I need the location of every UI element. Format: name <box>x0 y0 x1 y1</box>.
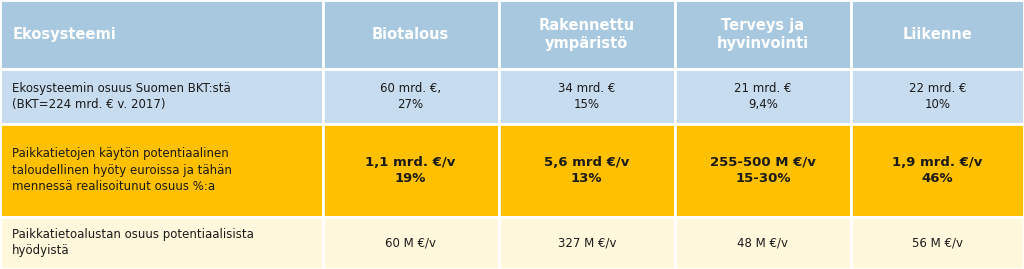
Text: 21 mrd. €
9,4%: 21 mrd. € 9,4% <box>734 82 792 111</box>
FancyBboxPatch shape <box>0 217 323 269</box>
Text: 255-500 M €/v
15-30%: 255-500 M €/v 15-30% <box>710 156 816 185</box>
Text: Biotalous: Biotalous <box>372 27 450 42</box>
Text: 48 M €/v: 48 M €/v <box>737 236 788 249</box>
FancyBboxPatch shape <box>0 0 323 69</box>
FancyBboxPatch shape <box>675 217 851 269</box>
FancyBboxPatch shape <box>323 217 499 269</box>
FancyBboxPatch shape <box>851 217 1024 269</box>
FancyBboxPatch shape <box>0 69 323 124</box>
Text: 34 mrd. €
15%: 34 mrd. € 15% <box>558 82 615 111</box>
Text: Liikenne: Liikenne <box>902 27 973 42</box>
FancyBboxPatch shape <box>0 124 323 217</box>
Text: 60 mrd. €,
27%: 60 mrd. €, 27% <box>380 82 441 111</box>
Text: 60 M €/v: 60 M €/v <box>385 236 436 249</box>
Text: Rakennettu
ympäristö: Rakennettu ympäristö <box>539 18 635 51</box>
Text: Paikkatietojen käytön potentiaalinen
taloudellinen hyöty euroissa ja tähän
menne: Paikkatietojen käytön potentiaalinen tal… <box>12 147 232 193</box>
Text: Terveys ja
hyvinvointi: Terveys ja hyvinvointi <box>717 18 809 51</box>
FancyBboxPatch shape <box>675 69 851 124</box>
FancyBboxPatch shape <box>499 124 675 217</box>
FancyBboxPatch shape <box>851 124 1024 217</box>
Text: 327 M €/v: 327 M €/v <box>557 236 616 249</box>
FancyBboxPatch shape <box>323 124 499 217</box>
FancyBboxPatch shape <box>499 217 675 269</box>
Text: 1,1 mrd. €/v
19%: 1,1 mrd. €/v 19% <box>366 156 456 185</box>
Text: Ekosysteemin osuus Suomen BKT:stä
(BKT=224 mrd. € v. 2017): Ekosysteemin osuus Suomen BKT:stä (BKT=2… <box>12 82 231 111</box>
Text: 22 mrd. €
10%: 22 mrd. € 10% <box>908 82 967 111</box>
Text: Ekosysteemi: Ekosysteemi <box>12 27 116 42</box>
FancyBboxPatch shape <box>323 0 499 69</box>
FancyBboxPatch shape <box>675 124 851 217</box>
Text: 1,9 mrd. €/v
46%: 1,9 mrd. €/v 46% <box>892 156 983 185</box>
Text: Paikkatietoalustan osuus potentiaalisista
hyödyistä: Paikkatietoalustan osuus potentiaalisist… <box>12 228 254 257</box>
Text: 56 M €/v: 56 M €/v <box>912 236 963 249</box>
FancyBboxPatch shape <box>499 69 675 124</box>
Text: 5,6 mrd €/v
13%: 5,6 mrd €/v 13% <box>544 156 630 185</box>
FancyBboxPatch shape <box>851 0 1024 69</box>
FancyBboxPatch shape <box>675 0 851 69</box>
FancyBboxPatch shape <box>499 0 675 69</box>
FancyBboxPatch shape <box>323 69 499 124</box>
FancyBboxPatch shape <box>851 69 1024 124</box>
